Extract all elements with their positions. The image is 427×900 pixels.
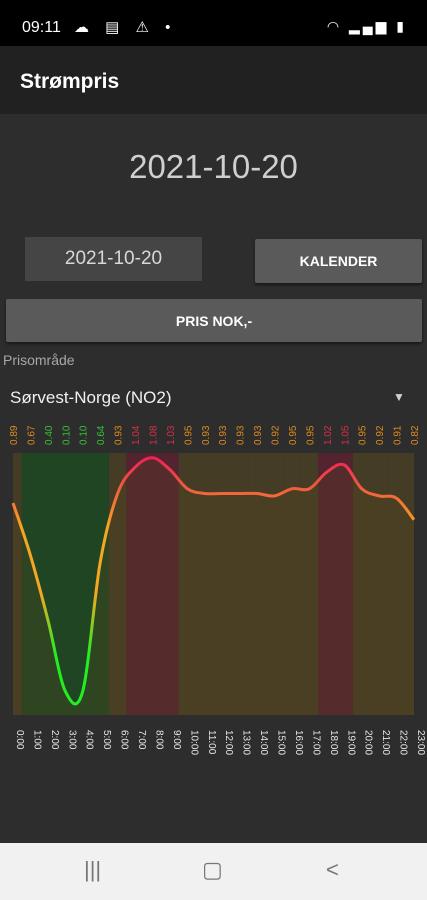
hour-band bbox=[318, 453, 336, 715]
value-label: 0.64 bbox=[96, 425, 107, 445]
x-tick-label: 0:00 bbox=[14, 730, 25, 750]
hour-band bbox=[108, 453, 127, 715]
chart-area bbox=[13, 457, 414, 715]
region-label: Prisområde bbox=[3, 352, 75, 368]
x-tick-label: 10:00 bbox=[188, 730, 199, 755]
x-tick-label: 8:00 bbox=[153, 730, 164, 750]
region-select[interactable]: Sørvest-Norge (NO2) bbox=[10, 388, 172, 407]
value-label: 0.93 bbox=[236, 425, 247, 445]
hour-band bbox=[13, 453, 22, 715]
hour-band bbox=[335, 453, 353, 715]
navigation-bar: ||| ▢ < bbox=[0, 843, 427, 900]
hour-band bbox=[21, 453, 40, 715]
app-title: Strømpris bbox=[20, 70, 120, 93]
value-label: 0.93 bbox=[114, 425, 125, 445]
value-label: 0.91 bbox=[393, 425, 404, 445]
hour-band bbox=[405, 453, 414, 715]
x-tick-label: 17:00 bbox=[310, 730, 321, 755]
hour-band bbox=[213, 453, 231, 715]
system-status-icons: ◠ ▂▄▆ ▮ bbox=[326, 18, 407, 34]
chevron-down-icon[interactable]: ▼ bbox=[393, 390, 405, 404]
chart-line bbox=[11, 456, 416, 706]
x-tick-label: 18:00 bbox=[328, 730, 339, 755]
x-tick-label: 4:00 bbox=[84, 730, 95, 750]
hour-band bbox=[178, 453, 197, 715]
value-label: 0.95 bbox=[305, 425, 316, 445]
calendar-button[interactable]: KALENDER bbox=[255, 239, 422, 283]
x-tick-label: 20:00 bbox=[363, 730, 374, 755]
hour-band bbox=[283, 453, 301, 715]
x-tick-label: 3:00 bbox=[66, 730, 77, 750]
value-label: 0.89 bbox=[9, 425, 20, 445]
hour-band bbox=[39, 453, 57, 715]
value-label: 0.82 bbox=[410, 425, 421, 445]
hour-band bbox=[56, 453, 75, 715]
hour-band bbox=[230, 453, 249, 715]
x-tick-label: 6:00 bbox=[119, 730, 130, 750]
x-tick-label: 9:00 bbox=[171, 730, 182, 750]
hour-band bbox=[161, 453, 179, 715]
date-heading: 2021-10-20 bbox=[129, 148, 298, 185]
value-label: 0.93 bbox=[218, 425, 229, 445]
value-label: 0.95 bbox=[288, 425, 299, 445]
price-chart: 0.89 0.67 0.40 0.10 0.10 0.64 0.93 1.04 1.08 1.03… bbox=[9, 425, 426, 755]
hour-band bbox=[248, 453, 266, 715]
hour-band bbox=[196, 453, 214, 715]
x-tick-label: 12:00 bbox=[223, 730, 234, 755]
value-label: 0.93 bbox=[253, 425, 264, 445]
hour-band bbox=[91, 453, 109, 715]
price-button[interactable]: PRIS NOK,- bbox=[6, 299, 422, 342]
x-tick-label: 22:00 bbox=[398, 730, 409, 755]
x-tick-label: 15:00 bbox=[276, 730, 287, 755]
x-axis-labels: 0:00 1:00 2:00 3:00 4:00 5:00 6:00 7:00 8:00 9:00… bbox=[14, 730, 426, 755]
hour-band bbox=[300, 453, 319, 715]
hour-band bbox=[126, 453, 144, 715]
value-label: 0.95 bbox=[183, 425, 194, 445]
value-label: 0.92 bbox=[271, 425, 282, 445]
x-tick-label: 23:00 bbox=[415, 730, 426, 755]
hour-band bbox=[143, 453, 162, 715]
hour-band bbox=[387, 453, 406, 715]
value-label: 0.10 bbox=[79, 425, 90, 445]
x-tick-label: 19:00 bbox=[345, 730, 356, 755]
hour-band bbox=[265, 453, 284, 715]
value-label: 0.10 bbox=[61, 425, 72, 445]
value-label: 1.08 bbox=[148, 425, 159, 445]
status-time: 09:11 bbox=[22, 19, 61, 36]
status-bar: 09:11 ☁ ▤ ⚠ • ◠ ▂▄▆ ▮ bbox=[0, 0, 427, 46]
x-tick-label: 21:00 bbox=[380, 730, 391, 755]
x-tick-label: 14:00 bbox=[258, 730, 269, 755]
date-field[interactable]: 2021-10-20 bbox=[25, 237, 202, 281]
x-tick-label: 7:00 bbox=[136, 730, 147, 750]
value-labels: 0.89 0.67 0.40 0.10 0.10 0.64 0.93 1.04 1.08 1.03… bbox=[9, 425, 421, 445]
home-icon[interactable]: ▢ bbox=[202, 857, 223, 882]
x-tick-label: 1:00 bbox=[31, 730, 42, 750]
app-bar: Strømpris bbox=[0, 46, 427, 114]
back-icon[interactable]: < bbox=[326, 857, 339, 882]
x-tick-label: 2:00 bbox=[49, 730, 60, 750]
x-tick-label: 13:00 bbox=[241, 730, 252, 755]
x-tick-label: 16:00 bbox=[293, 730, 304, 755]
value-label: 0.95 bbox=[358, 425, 369, 445]
hour-band bbox=[370, 453, 388, 715]
x-tick-label: 11:00 bbox=[206, 730, 217, 755]
hour-band bbox=[352, 453, 371, 715]
hour-band bbox=[74, 453, 92, 715]
value-label: 1.04 bbox=[131, 425, 142, 445]
value-label: 0.93 bbox=[201, 425, 212, 445]
value-label: 1.03 bbox=[166, 425, 177, 445]
x-tick-label: 5:00 bbox=[101, 730, 112, 750]
chart-bands bbox=[13, 453, 414, 715]
notification-icons: ☁ ▤ ⚠ • bbox=[74, 19, 177, 36]
recent-apps-icon[interactable]: ||| bbox=[84, 857, 102, 882]
value-label: 1.05 bbox=[340, 425, 351, 445]
value-label: 1.02 bbox=[323, 425, 334, 445]
value-label: 0.67 bbox=[26, 425, 37, 445]
value-label: 0.92 bbox=[375, 425, 386, 445]
value-label: 0.40 bbox=[44, 425, 55, 445]
